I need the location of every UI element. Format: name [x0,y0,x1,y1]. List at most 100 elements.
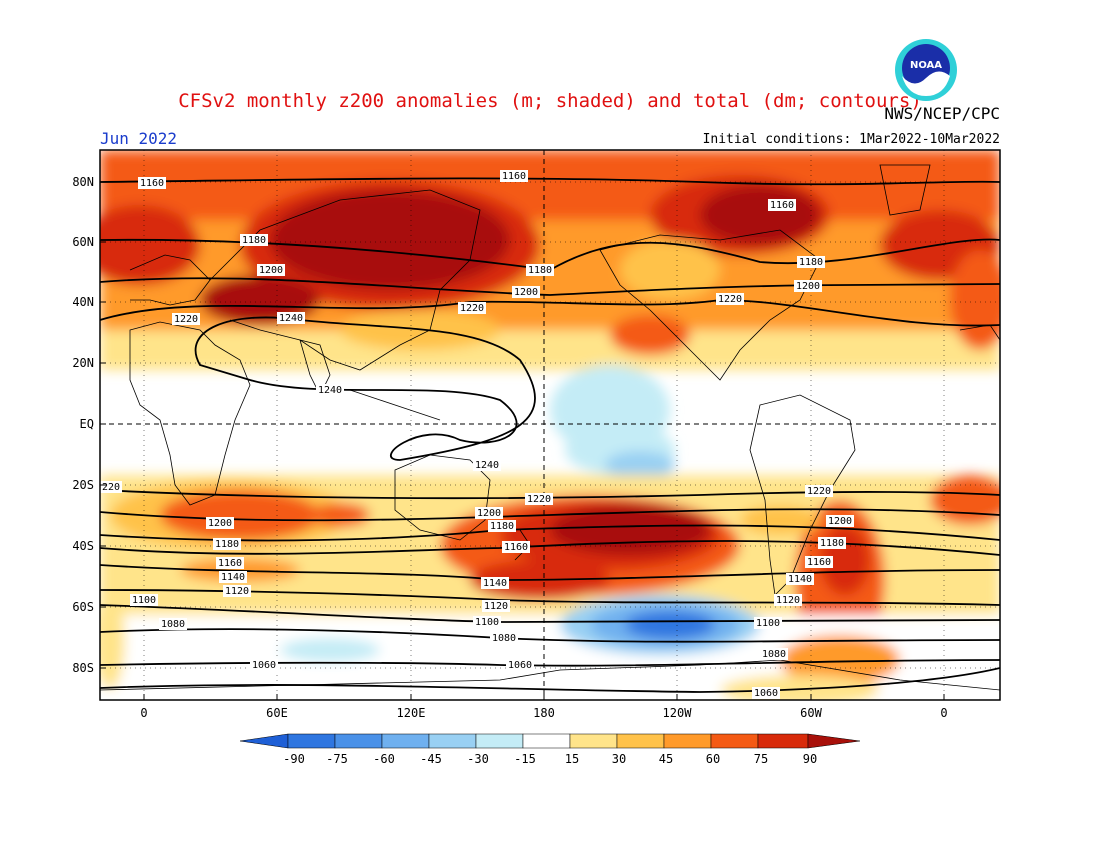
contour-label: 1200 [826,515,854,527]
colorbar-label: -45 [420,752,442,766]
svg-text:1220: 1220 [460,303,484,314]
svg-text:1220: 1220 [718,294,742,305]
lon-label: 120E [397,706,426,720]
contour-label: 1160 [216,557,244,569]
svg-text:1120: 1120 [776,595,800,606]
contour-label: 1140 [219,571,247,583]
contour-label: 1160 [805,556,833,568]
noaa-logo-icon: NOAA [895,39,957,101]
colorbar-swatch [475,733,524,749]
contour-label: 1200 [794,280,822,292]
svg-text:1180: 1180 [528,265,552,276]
colorbar-low-arrow [239,733,289,749]
contour-label: 1140 [481,577,509,589]
colorbar-label: -75 [326,752,348,766]
forecast-month: Jun 2022 [100,129,178,148]
coastlines [100,164,1000,691]
chart-title: CFSv2 monthly z200 anomalies (m; shaded)… [178,90,922,112]
lon-label: 120W [663,706,693,720]
svg-text:1160: 1160 [807,557,831,568]
lat-label: 40S [72,539,94,553]
contour-label: 1200 [512,286,540,298]
svg-text:1120: 1120 [225,586,249,597]
initial-conditions: Initial conditions: 1Mar2022-10Mar2022 [702,132,1000,147]
svg-text:1060: 1060 [252,660,276,671]
colorbar-swatch [381,733,430,749]
colorbar-label: 15 [565,752,579,766]
svg-text:1180: 1180 [490,521,514,532]
contour-label: 1220 [716,293,744,305]
svg-text:1200: 1200 [514,287,538,298]
lon-label: 60W [800,706,822,720]
lat-label: 40N [72,295,94,309]
contour-label: 1240 [316,384,344,396]
svg-text:1160: 1160 [502,171,526,182]
contour-labels: 1160 1160 1160 1180 1180 1180 1200 1200 … [100,170,854,699]
svg-text:1200: 1200 [259,265,283,276]
colorbar-swatch [522,733,571,749]
contour-label: 1120 [482,600,510,612]
svg-text:1200: 1200 [828,516,852,527]
contour-label: 1180 [818,537,846,549]
svg-text:1180: 1180 [242,235,266,246]
contour-label: 1240 [473,459,501,471]
latitude-labels: 80N 60N 40N 20N EQ 20S 40S 60S 80S [72,175,945,700]
agency-label: NWS/NCEP/CPC [884,104,1000,123]
contour-label: 1220 [525,493,553,505]
colorbar-swatch [428,733,477,749]
graticule [100,150,1000,700]
lon-label: 0 [140,706,147,720]
colorbar-swatch [334,733,383,749]
lat-label: 60N [72,235,94,249]
contour-label: 1180 [488,520,516,532]
contour-label: 1080 [159,618,187,630]
contour-label: 1180 [526,264,554,276]
svg-text:1080: 1080 [492,633,516,644]
contour-label: 1180 [797,256,825,268]
contour-label: 220 [100,481,122,493]
colorbar-label: -15 [514,752,536,766]
contour-label: 1220 [458,302,486,314]
colorbar-label: 30 [612,752,626,766]
contour-label: 1060 [506,659,534,671]
contour-label: 1220 [805,485,833,497]
colorbar-swatch [710,733,759,749]
svg-text:1180: 1180 [215,539,239,550]
colorbar-swatch [616,733,665,749]
contour-label: 1100 [130,594,158,606]
lat-label: EQ [80,417,94,431]
contour-label: 1060 [752,687,780,699]
svg-text:1200: 1200 [477,508,501,519]
svg-text:1240: 1240 [279,313,303,324]
contour-label: 1160 [768,199,796,211]
svg-text:1080: 1080 [762,649,786,660]
contour-label: 1160 [138,177,166,189]
colorbar-label: -30 [467,752,489,766]
colorbar-label: 60 [706,752,720,766]
contour-label: 1220 [172,313,200,325]
svg-text:1160: 1160 [504,542,528,553]
svg-text:1120: 1120 [484,601,508,612]
svg-text:1100: 1100 [756,618,780,629]
svg-text:1060: 1060 [508,660,532,671]
contour-label: 1240 [277,312,305,324]
contour-label: 1160 [502,541,530,553]
svg-text:1160: 1160 [140,178,164,189]
lat-label: 80S [72,661,94,675]
svg-text:1140: 1140 [221,572,245,583]
lat-label: 20S [72,478,94,492]
svg-text:1180: 1180 [799,257,823,268]
colorbar-swatch [569,733,618,749]
svg-text:1060: 1060 [754,688,778,699]
colorbar-swatch [287,733,336,749]
colorbar-high-arrow [807,733,861,749]
svg-text:1220: 1220 [527,494,551,505]
colorbar-label: -90 [283,752,305,766]
lon-label: 180 [533,706,555,720]
contour-label: 1120 [223,585,251,597]
svg-text:1200: 1200 [796,281,820,292]
svg-text:220: 220 [102,482,120,493]
contour-label: 1160 [500,170,528,182]
contour-label: 1120 [774,594,802,606]
